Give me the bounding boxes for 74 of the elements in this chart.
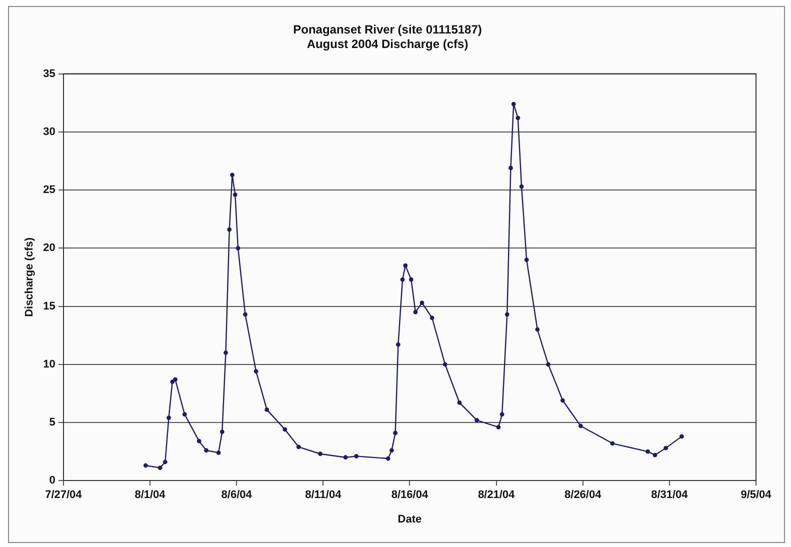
y-tick-label: 15 bbox=[43, 300, 56, 312]
point bbox=[396, 342, 400, 347]
point bbox=[546, 362, 550, 367]
point bbox=[457, 400, 462, 405]
point bbox=[232, 192, 238, 197]
x-tick-label: 8/11/04 bbox=[305, 489, 342, 502]
point bbox=[216, 450, 221, 455]
point bbox=[646, 449, 650, 454]
x-axis-title: Date bbox=[398, 513, 422, 526]
point bbox=[474, 418, 480, 422]
x-tick-label: 8/26/04 bbox=[564, 489, 602, 502]
point bbox=[496, 424, 501, 430]
chart-title: Ponaganset River (site 01115187) August 2004 Discharge (cfs) bbox=[293, 22, 482, 51]
point bbox=[560, 398, 565, 403]
point bbox=[389, 448, 394, 453]
y-axis-title: Discharge (cfs) bbox=[24, 237, 36, 317]
y-tick-label: 20 bbox=[43, 242, 56, 254]
y-tick-label: 10 bbox=[43, 358, 56, 370]
point bbox=[318, 452, 322, 456]
point bbox=[578, 424, 583, 428]
x-tick-label: 8/31/04 bbox=[651, 489, 689, 502]
point bbox=[511, 102, 516, 106]
point bbox=[227, 227, 232, 232]
point bbox=[679, 434, 684, 439]
y-tick-label: 5 bbox=[49, 416, 56, 429]
point bbox=[166, 416, 171, 420]
point bbox=[500, 412, 504, 417]
point bbox=[400, 277, 405, 282]
point bbox=[264, 408, 270, 412]
point bbox=[230, 172, 234, 178]
point bbox=[610, 441, 615, 446]
y-tick-label: 35 bbox=[43, 68, 56, 80]
point bbox=[182, 412, 187, 417]
point bbox=[162, 460, 168, 464]
point bbox=[393, 430, 398, 436]
point bbox=[652, 452, 658, 458]
x-tick-label: 8/21/04 bbox=[478, 489, 516, 502]
point bbox=[204, 448, 208, 453]
point bbox=[143, 463, 148, 468]
x-tick-label: 8/1/04 bbox=[134, 489, 166, 502]
point bbox=[413, 310, 418, 314]
x-tick-label: 8/16/04 bbox=[391, 489, 429, 502]
y-tick-label: 30 bbox=[43, 126, 56, 138]
point bbox=[254, 369, 258, 374]
point bbox=[504, 312, 510, 317]
x-tick-label: 9/5/04 bbox=[740, 489, 772, 502]
point bbox=[442, 362, 448, 367]
point bbox=[516, 116, 520, 120]
point bbox=[243, 312, 248, 317]
y-tick-label: 25 bbox=[43, 184, 56, 196]
point bbox=[282, 427, 288, 432]
point bbox=[519, 184, 524, 189]
point bbox=[158, 466, 162, 470]
point bbox=[664, 446, 668, 450]
point bbox=[524, 258, 529, 262]
x-tick-label: 8/6/04 bbox=[221, 489, 253, 502]
point bbox=[403, 263, 408, 268]
point bbox=[354, 454, 359, 458]
point bbox=[296, 444, 301, 450]
point bbox=[408, 277, 414, 282]
point bbox=[236, 246, 240, 250]
y-tick-label: 0 bbox=[49, 474, 56, 487]
point bbox=[170, 380, 175, 384]
point bbox=[535, 327, 540, 332]
point bbox=[224, 350, 228, 355]
point bbox=[420, 300, 424, 305]
point bbox=[430, 316, 434, 320]
point bbox=[173, 377, 178, 382]
point bbox=[343, 455, 348, 460]
point bbox=[220, 430, 224, 434]
x-tick-label: 7/27/04 bbox=[45, 489, 83, 502]
point bbox=[386, 456, 390, 461]
point bbox=[196, 438, 202, 444]
point bbox=[508, 166, 513, 170]
